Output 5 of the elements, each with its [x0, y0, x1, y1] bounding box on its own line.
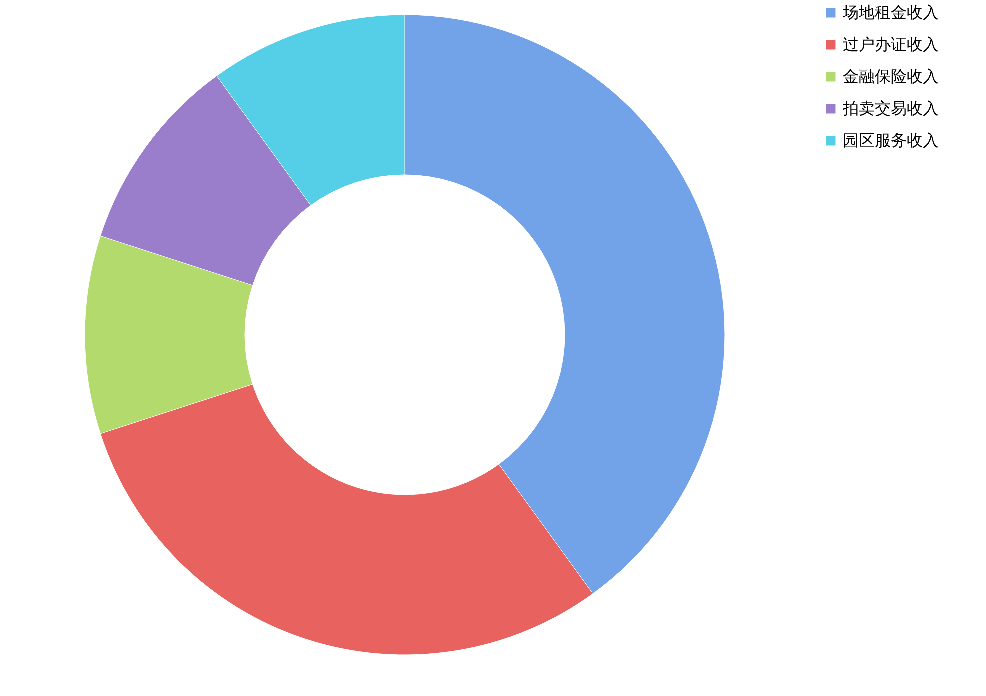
legend-label: 场地租金收入 — [842, 3, 939, 22]
legend-label: 金融保险收入 — [843, 67, 939, 86]
legend-label: 过户办证收入 — [843, 35, 939, 54]
legend-label: 园区服务收入 — [843, 131, 939, 150]
legend-label: 拍卖交易收入 — [842, 99, 939, 118]
